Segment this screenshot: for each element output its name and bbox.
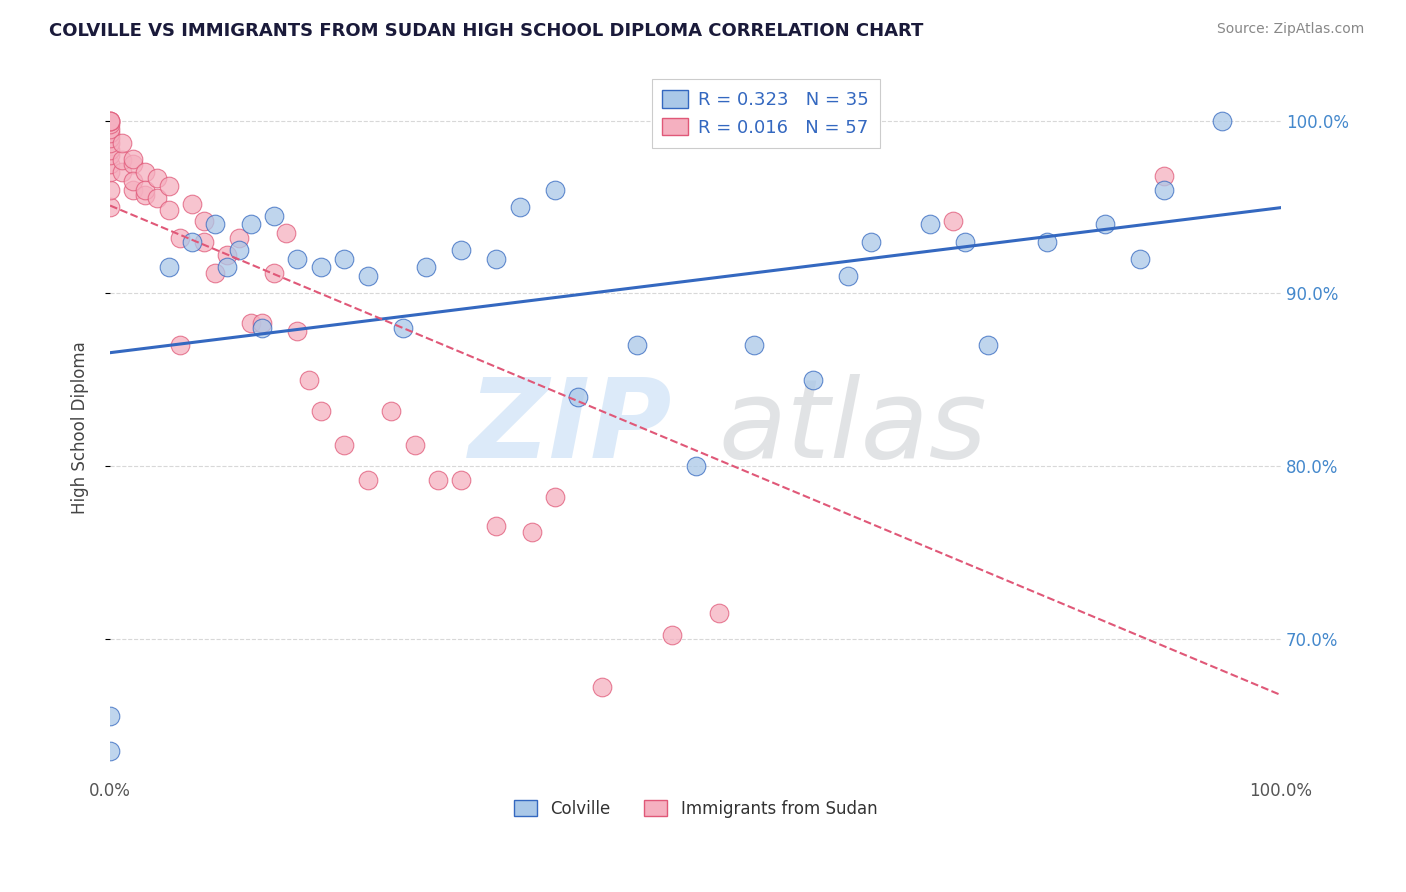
Point (415, 260, 437, 275)
Point (287, 324, 309, 338)
Point (287, 252, 309, 266)
Point (626, 338, 648, 352)
Point (98, 113, 121, 128)
Point (98, 200, 121, 214)
Point (122, 174, 145, 188)
Point (1153, 169, 1175, 183)
Point (404, 438, 426, 452)
Point (217, 260, 239, 275)
Point (98, 136, 121, 150)
Point (239, 217, 262, 231)
Point (333, 252, 356, 266)
Y-axis label: High School Diploma: High School Diploma (72, 341, 89, 514)
Point (263, 266, 285, 280)
Point (742, 338, 765, 352)
Point (942, 214, 965, 228)
Point (274, 226, 297, 240)
Text: Source: ZipAtlas.com: Source: ZipAtlas.com (1216, 22, 1364, 37)
Point (134, 183, 156, 197)
Point (169, 231, 191, 245)
Point (252, 321, 274, 335)
Point (1211, 113, 1233, 128)
Point (98, 183, 121, 197)
Point (977, 338, 1000, 352)
Point (193, 235, 215, 249)
Point (426, 473, 449, 487)
Point (544, 490, 567, 504)
Point (509, 200, 531, 214)
Point (134, 187, 156, 202)
Point (450, 473, 472, 487)
Point (239, 316, 262, 330)
Point (181, 235, 204, 249)
Text: atlas: atlas (718, 374, 987, 481)
Point (1094, 217, 1116, 231)
Point (228, 243, 250, 257)
Point (181, 196, 204, 211)
Point (169, 338, 191, 352)
Point (122, 152, 145, 166)
Point (122, 183, 145, 197)
Point (333, 438, 356, 452)
Point (217, 248, 239, 262)
Point (801, 373, 824, 387)
Point (707, 606, 730, 620)
Legend: Colville, Immigrants from Sudan: Colville, Immigrants from Sudan (508, 793, 884, 824)
Point (309, 403, 332, 417)
Point (837, 268, 859, 283)
Point (1129, 252, 1152, 266)
Point (157, 179, 180, 194)
Text: ZIP: ZIP (468, 374, 672, 481)
Point (98, 709, 121, 723)
Point (1153, 183, 1175, 197)
Point (356, 268, 378, 283)
Point (485, 252, 508, 266)
Point (391, 321, 413, 335)
Point (204, 266, 226, 280)
Point (98, 744, 121, 758)
Point (918, 217, 941, 231)
Point (98, 126, 121, 140)
Point (485, 519, 508, 533)
Point (111, 165, 134, 179)
Point (661, 628, 683, 642)
Point (98, 143, 121, 157)
Point (134, 165, 156, 179)
Point (204, 217, 226, 231)
Point (98, 122, 121, 136)
Point (953, 235, 976, 249)
Point (111, 136, 134, 150)
Point (122, 157, 145, 171)
Point (98, 157, 121, 171)
Point (98, 131, 121, 145)
Point (157, 203, 180, 218)
Point (98, 148, 121, 162)
Point (380, 403, 402, 417)
Point (98, 165, 121, 179)
Point (298, 373, 321, 387)
Point (1036, 235, 1059, 249)
Point (157, 260, 180, 275)
Point (111, 153, 134, 168)
Point (98, 113, 121, 128)
Point (356, 473, 378, 487)
Point (685, 458, 707, 473)
Text: COLVILLE VS IMMIGRANTS FROM SUDAN HIGH SCHOOL DIPLOMA CORRELATION CHART: COLVILLE VS IMMIGRANTS FROM SUDAN HIGH S… (49, 22, 924, 40)
Point (591, 680, 613, 694)
Point (98, 117, 121, 131)
Point (567, 390, 589, 404)
Point (252, 316, 274, 330)
Point (544, 183, 567, 197)
Point (146, 191, 169, 205)
Point (193, 214, 215, 228)
Point (450, 243, 472, 257)
Point (860, 235, 883, 249)
Point (520, 524, 543, 539)
Point (98, 113, 121, 128)
Point (309, 260, 332, 275)
Point (263, 209, 285, 223)
Point (228, 231, 250, 245)
Point (146, 170, 169, 185)
